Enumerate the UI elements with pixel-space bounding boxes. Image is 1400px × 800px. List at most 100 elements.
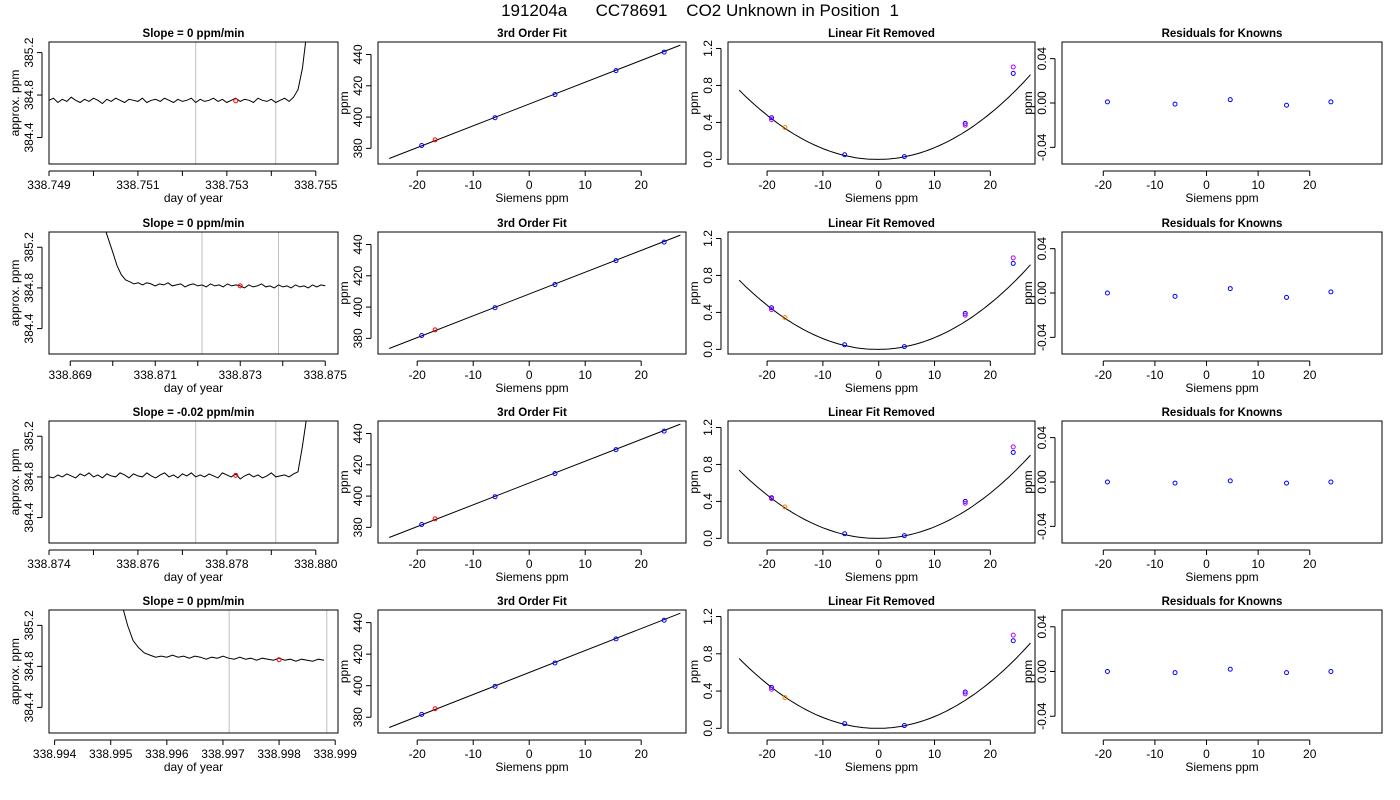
x-axis-label: day of year: [164, 381, 223, 395]
y-axis: 0.0 0.4 0.8 1.2 ppm: [687, 608, 722, 737]
y-tick-label: 0.0: [701, 530, 715, 547]
plot-area: [389, 234, 681, 349]
x-axis: 338.994 338.995 338.996 338.997 338.998 338.9…: [33, 739, 357, 774]
y-axis: -0.04 0.00 0.04 ppm: [1021, 47, 1056, 161]
x-tick-label: -20: [1095, 747, 1113, 761]
plot-area: [1104, 666, 1334, 676]
y-tick-label: 400: [351, 297, 365, 317]
data-point-known_fit: [1010, 632, 1016, 638]
y-tick-label: 0.4: [701, 114, 715, 131]
data-point-known: [1284, 102, 1290, 108]
y-tick-label: 420: [351, 644, 365, 664]
data-point-known: [1227, 286, 1233, 292]
x-axis-label: Siemens ppm: [845, 381, 918, 395]
plot-frame: [377, 420, 687, 544]
data-point-known: [901, 533, 907, 539]
panel-4-3: Linear Fit Removed -20 -10 0 10 20 Siemens ppm…: [687, 596, 1036, 774]
y-tick-label: 384.4: [22, 313, 36, 343]
x-tick-label: 10: [579, 178, 593, 192]
y-tick-label: -0.04: [1035, 133, 1049, 161]
x-tick-label: 338.998: [257, 747, 301, 761]
y-tick-label: 0.4: [701, 493, 715, 510]
x-tick-label: 20: [635, 747, 649, 761]
y-axis: 380 400 420 440 ppm: [337, 612, 372, 727]
x-tick-label: 338.869: [49, 368, 93, 382]
data-point-known: [1227, 97, 1233, 103]
x-tick-label: -10: [465, 178, 483, 192]
fit-line: [389, 234, 681, 349]
x-tick-label: -10: [814, 747, 832, 761]
data-point-known: [1328, 99, 1334, 105]
data-point-known: [419, 143, 425, 149]
data-point-unknown: [233, 98, 239, 104]
data-point-known: [1227, 478, 1233, 484]
y-axis: 0.0 0.4 0.8 1.2 ppm: [687, 419, 722, 547]
plot-frame: [48, 41, 339, 165]
x-tick-label: 10: [579, 557, 593, 571]
x-tick-label: 338.876: [116, 557, 160, 571]
y-tick-label: 1.2: [701, 608, 715, 625]
y-tick-label: 0.8: [701, 267, 715, 284]
y-axis-label: ppm: [337, 91, 351, 114]
data-point-known_fit: [962, 691, 968, 697]
y-tick-label: 420: [351, 75, 365, 95]
fit-curve: [738, 264, 1031, 350]
plot-area: [105, 232, 326, 289]
panel-title: Linear Fit Removed: [828, 596, 935, 608]
data-point-known: [661, 49, 667, 55]
y-tick-label: 1.2: [701, 230, 715, 247]
data-point-known: [962, 498, 968, 504]
y-tick-label: 0.00: [1035, 281, 1049, 305]
y-tick-label: 0.04: [1035, 237, 1049, 261]
x-tick-label: 10: [928, 747, 942, 761]
y-tick-label: 0.0: [701, 720, 715, 737]
x-tick-label: 20: [984, 178, 998, 192]
data-point-known: [552, 282, 558, 288]
data-point-known: [962, 310, 968, 316]
panel-title: 3rd Order Fit: [497, 28, 567, 40]
plot-frame: [1061, 609, 1383, 734]
x-axis: -20 -10 0 10 20 Siemens ppm: [409, 739, 649, 774]
x-tick-label: 0: [1203, 557, 1210, 571]
x-tick-label: 0: [875, 557, 882, 571]
x-tick-label: 0: [1203, 368, 1210, 382]
data-point-known: [1172, 101, 1178, 107]
plot-area: [1104, 478, 1334, 486]
x-axis-label: Siemens ppm: [1185, 760, 1258, 774]
panel-title: Linear Fit Removed: [828, 28, 935, 40]
x-axis: -20 -10 0 10 20 Siemens ppm: [758, 549, 997, 584]
x-tick-label: 20: [1303, 747, 1317, 761]
x-tick-label: 338.880: [294, 557, 338, 571]
x-tick-label: 0: [526, 368, 533, 382]
y-tick-label: 0.04: [1035, 47, 1049, 71]
plot-area: [389, 423, 681, 538]
data-line: [49, 421, 307, 480]
data-point-known: [661, 617, 667, 623]
x-tick-label: 338.999: [313, 747, 357, 761]
y-tick-label: 384.4: [22, 122, 36, 152]
y-axis-label: ppm: [687, 281, 701, 304]
x-tick-label: -20: [758, 178, 776, 192]
fit-curve: [738, 74, 1031, 160]
data-point-known: [901, 154, 907, 160]
data-point-known: [1010, 638, 1016, 644]
data-point-known_fit: [1010, 255, 1016, 261]
x-axis: 338.874 338.876 338.878 338.880 day of year: [27, 549, 338, 584]
x-tick-label: -20: [758, 747, 776, 761]
x-tick-label: 0: [1203, 747, 1210, 761]
data-point-known: [1328, 669, 1334, 674]
x-tick-label: 10: [928, 178, 942, 192]
x-tick-label: 20: [984, 747, 998, 761]
x-tick-label: 10: [1251, 178, 1265, 192]
y-tick-label: 0.4: [701, 304, 715, 321]
data-point-known: [1284, 670, 1290, 676]
data-point-known: [842, 721, 848, 727]
plot-area: [49, 42, 307, 105]
x-axis: -20 -10 0 10 20 Siemens ppm: [758, 360, 997, 395]
panel-3-4: Residuals for Knowns -20 -10 0 10 20 Siemens p…: [1021, 407, 1383, 584]
data-point-known: [552, 92, 558, 98]
y-tick-label: 0.4: [701, 682, 715, 699]
